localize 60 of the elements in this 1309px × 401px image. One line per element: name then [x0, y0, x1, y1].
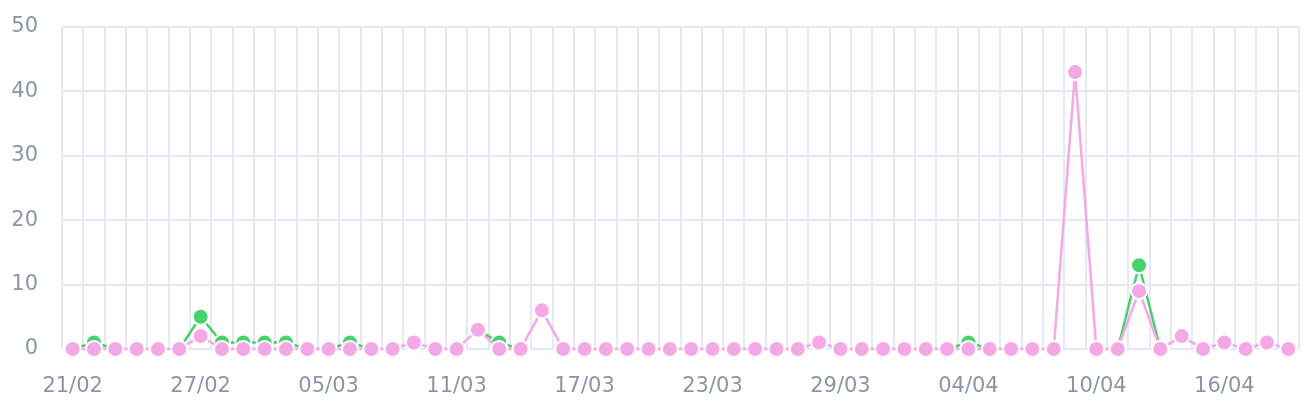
point [1130, 282, 1149, 301]
point [959, 340, 978, 358]
point [575, 340, 594, 358]
point [703, 340, 722, 358]
point [148, 340, 167, 358]
point [1044, 340, 1063, 358]
point [682, 340, 701, 358]
point [660, 340, 679, 358]
point [234, 340, 253, 358]
point [255, 340, 274, 358]
point [1194, 340, 1213, 358]
point [1215, 333, 1234, 352]
point [1023, 340, 1042, 358]
x-tick-label: 17/03 [554, 373, 615, 398]
point [724, 340, 743, 358]
point [895, 340, 914, 358]
point [767, 340, 786, 358]
x-tick-label: 11/03 [426, 373, 487, 398]
point [746, 340, 765, 358]
point [554, 340, 573, 358]
point [852, 340, 871, 358]
point [1279, 340, 1298, 358]
point [874, 340, 893, 358]
y-tick-label: 20 [11, 206, 38, 231]
y-tick-label: 30 [11, 142, 38, 167]
point [1087, 340, 1106, 358]
y-tick-label: 40 [11, 77, 38, 102]
x-tick-label: 21/02 [42, 373, 103, 398]
point [1236, 340, 1255, 358]
x-tick-label: 29/03 [810, 373, 871, 398]
point [596, 340, 615, 358]
x-tick-label: 10/04 [1066, 373, 1127, 398]
x-tick-label: 27/02 [170, 373, 231, 398]
x-tick-label: 05/03 [298, 373, 359, 398]
point [426, 340, 445, 358]
point [340, 340, 359, 358]
point [191, 307, 210, 326]
point [127, 340, 146, 358]
y-tick-label: 0 [24, 335, 38, 360]
point [404, 333, 423, 352]
point [916, 340, 935, 358]
point [532, 301, 551, 320]
point [276, 340, 295, 358]
point [618, 340, 637, 358]
y-tick-label: 50 [11, 13, 38, 38]
point [490, 340, 509, 358]
point [1002, 340, 1021, 358]
point [383, 340, 402, 358]
point [831, 340, 850, 358]
point [788, 340, 807, 358]
point [810, 333, 829, 352]
x-tick-label: 23/03 [682, 373, 743, 398]
point [639, 340, 658, 358]
x-tick-label: 04/04 [938, 373, 999, 398]
point [212, 340, 231, 358]
point [1258, 333, 1277, 352]
x-tick-label: 16/04 [1194, 373, 1255, 398]
point [84, 340, 103, 358]
point [447, 340, 466, 358]
y-tick-label: 10 [11, 271, 38, 296]
